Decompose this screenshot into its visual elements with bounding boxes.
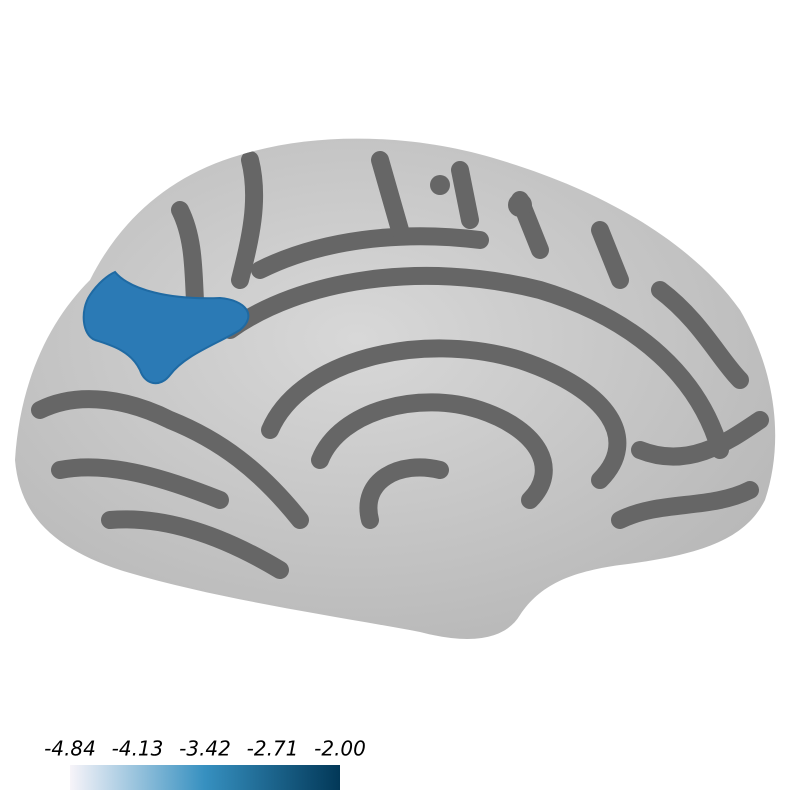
brain-outline: [15, 138, 776, 639]
colorbar-tick-label: -4.84: [44, 737, 96, 761]
sulci: [31, 151, 769, 579]
brain-surface: [15, 138, 776, 639]
colorbar-tick-label: -3.42: [179, 737, 231, 761]
colorbar: [70, 765, 340, 790]
colorbar-tick-label: -2.71: [247, 737, 299, 761]
colorbar-tick-label: -2.00: [314, 737, 366, 761]
activation-patch: [82, 270, 250, 385]
colorbar-tick-label: -4.13: [112, 737, 164, 761]
